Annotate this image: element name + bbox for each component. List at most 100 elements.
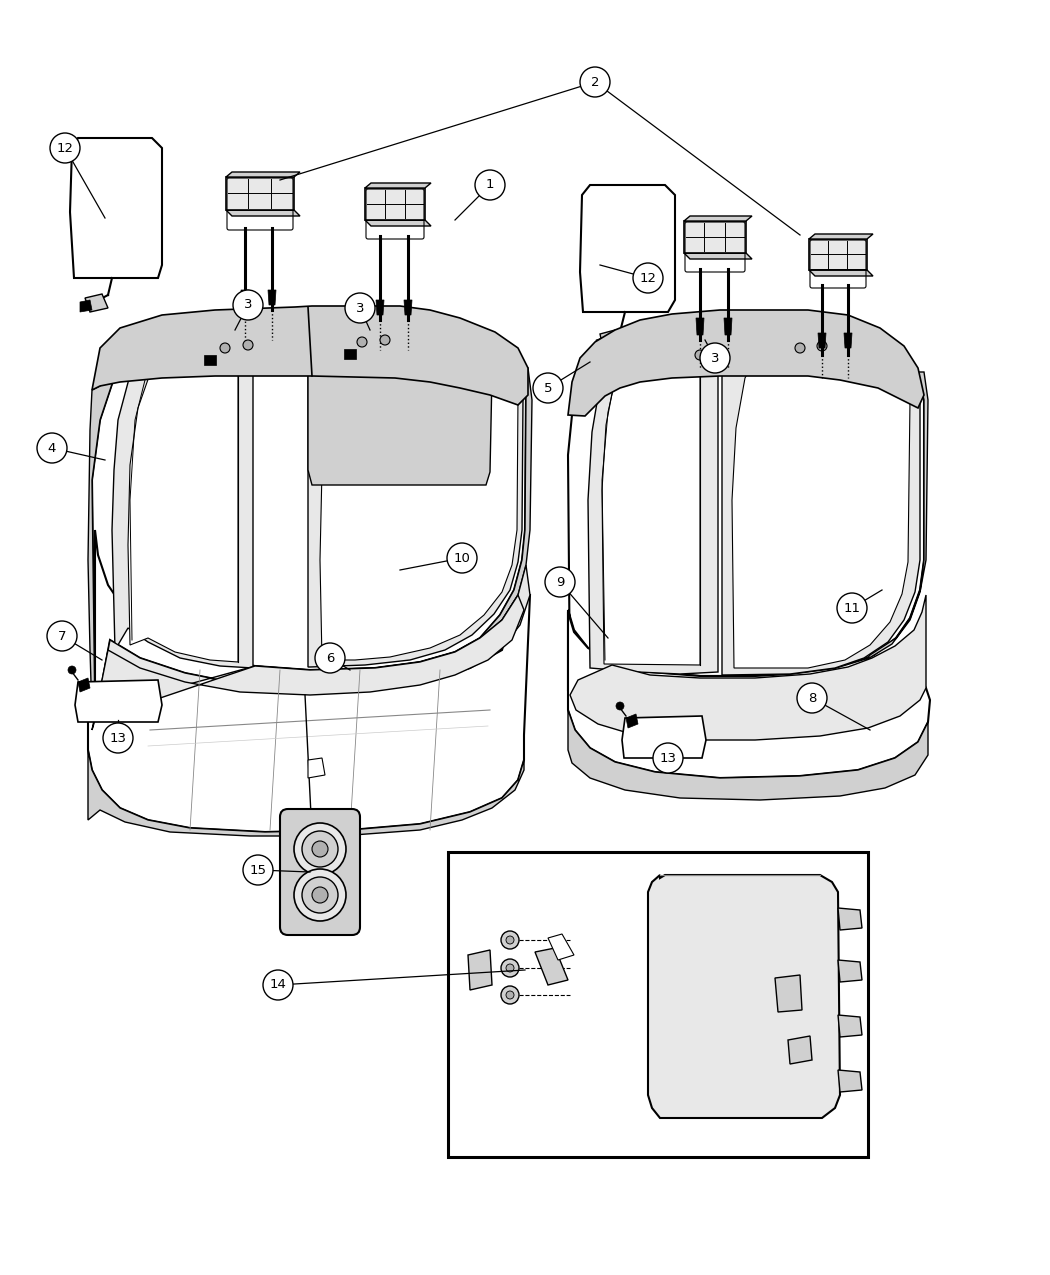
Polygon shape bbox=[242, 289, 249, 305]
Text: 10: 10 bbox=[454, 552, 470, 565]
Polygon shape bbox=[838, 1015, 862, 1037]
Circle shape bbox=[545, 567, 575, 597]
Polygon shape bbox=[788, 1037, 812, 1065]
Text: 14: 14 bbox=[270, 978, 287, 992]
Polygon shape bbox=[838, 960, 862, 982]
Polygon shape bbox=[365, 184, 430, 187]
Polygon shape bbox=[696, 317, 704, 335]
Circle shape bbox=[501, 959, 519, 977]
Polygon shape bbox=[94, 565, 530, 720]
Polygon shape bbox=[684, 215, 752, 221]
Polygon shape bbox=[226, 177, 294, 210]
Circle shape bbox=[380, 335, 390, 346]
Polygon shape bbox=[92, 595, 524, 731]
Polygon shape bbox=[204, 354, 216, 365]
Text: 9: 9 bbox=[555, 575, 564, 589]
Polygon shape bbox=[568, 315, 924, 690]
Circle shape bbox=[50, 133, 80, 163]
Circle shape bbox=[243, 856, 273, 885]
Bar bbox=[448, 852, 868, 1156]
Circle shape bbox=[447, 543, 477, 572]
Polygon shape bbox=[468, 950, 492, 989]
Polygon shape bbox=[808, 238, 867, 270]
Circle shape bbox=[345, 293, 375, 323]
Polygon shape bbox=[455, 368, 532, 655]
Text: 4: 4 bbox=[48, 441, 57, 454]
Text: 15: 15 bbox=[250, 863, 267, 876]
Polygon shape bbox=[365, 221, 430, 226]
Polygon shape bbox=[548, 935, 574, 960]
Circle shape bbox=[533, 374, 563, 403]
Circle shape bbox=[220, 343, 230, 353]
Text: 3: 3 bbox=[711, 352, 719, 365]
Polygon shape bbox=[808, 235, 873, 238]
FancyBboxPatch shape bbox=[280, 810, 360, 935]
Polygon shape bbox=[80, 300, 92, 312]
Circle shape bbox=[695, 351, 705, 360]
Polygon shape bbox=[775, 975, 802, 1012]
Circle shape bbox=[302, 877, 338, 913]
Circle shape bbox=[312, 887, 328, 903]
Circle shape bbox=[68, 666, 76, 674]
Polygon shape bbox=[722, 317, 920, 674]
Polygon shape bbox=[92, 309, 526, 720]
Circle shape bbox=[243, 340, 253, 351]
Polygon shape bbox=[602, 326, 700, 666]
Text: 13: 13 bbox=[659, 751, 676, 765]
Polygon shape bbox=[78, 678, 90, 692]
Text: 13: 13 bbox=[109, 732, 126, 745]
Circle shape bbox=[616, 703, 624, 710]
Polygon shape bbox=[112, 320, 253, 668]
Polygon shape bbox=[320, 316, 518, 660]
Polygon shape bbox=[818, 333, 826, 348]
Polygon shape bbox=[128, 328, 238, 662]
Circle shape bbox=[233, 289, 262, 320]
Polygon shape bbox=[844, 333, 852, 348]
Polygon shape bbox=[226, 172, 300, 177]
Circle shape bbox=[506, 964, 514, 972]
Circle shape bbox=[37, 434, 67, 463]
Circle shape bbox=[294, 870, 346, 921]
Circle shape bbox=[501, 986, 519, 1003]
Polygon shape bbox=[724, 317, 732, 335]
Polygon shape bbox=[75, 680, 162, 722]
Text: 3: 3 bbox=[356, 301, 364, 315]
Polygon shape bbox=[684, 252, 752, 259]
Text: 5: 5 bbox=[544, 381, 552, 394]
Circle shape bbox=[837, 593, 867, 623]
Polygon shape bbox=[838, 1070, 862, 1091]
Polygon shape bbox=[536, 949, 568, 986]
Polygon shape bbox=[308, 320, 492, 484]
Polygon shape bbox=[268, 289, 276, 305]
Circle shape bbox=[294, 822, 346, 875]
Circle shape bbox=[47, 621, 77, 652]
Polygon shape bbox=[588, 323, 718, 674]
Text: 7: 7 bbox=[58, 630, 66, 643]
Polygon shape bbox=[365, 187, 425, 221]
Circle shape bbox=[580, 68, 610, 97]
Circle shape bbox=[475, 170, 505, 200]
Circle shape bbox=[302, 831, 338, 867]
Circle shape bbox=[315, 643, 345, 673]
Polygon shape bbox=[648, 875, 840, 1118]
Circle shape bbox=[357, 337, 367, 347]
Polygon shape bbox=[92, 306, 528, 405]
Polygon shape bbox=[580, 185, 675, 312]
Polygon shape bbox=[838, 908, 862, 929]
Circle shape bbox=[262, 970, 293, 1000]
Polygon shape bbox=[404, 300, 412, 315]
Text: 6: 6 bbox=[326, 652, 334, 664]
Polygon shape bbox=[684, 221, 746, 252]
Circle shape bbox=[795, 343, 805, 353]
Polygon shape bbox=[568, 710, 928, 799]
Text: 3: 3 bbox=[244, 298, 252, 311]
Text: 11: 11 bbox=[843, 602, 861, 615]
Polygon shape bbox=[85, 295, 108, 312]
Polygon shape bbox=[732, 328, 910, 668]
Circle shape bbox=[817, 340, 827, 351]
Polygon shape bbox=[376, 300, 384, 315]
Polygon shape bbox=[568, 310, 924, 416]
Polygon shape bbox=[622, 717, 706, 759]
Text: 1: 1 bbox=[486, 179, 495, 191]
Polygon shape bbox=[808, 270, 873, 275]
